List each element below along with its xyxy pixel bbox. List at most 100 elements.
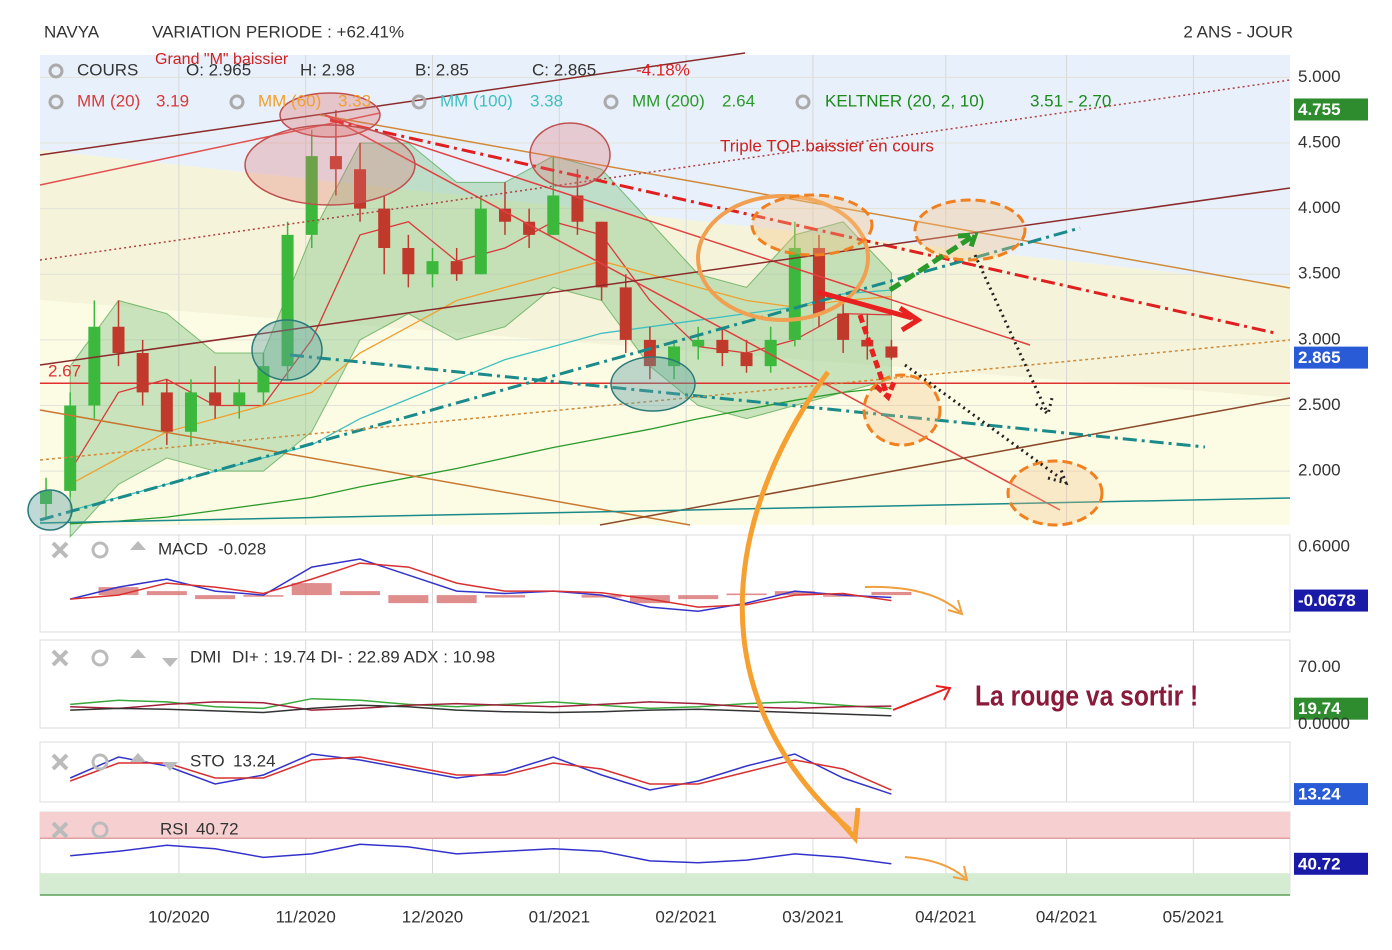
y-tick-label: 3.000 (1298, 329, 1341, 348)
arrow (888, 232, 979, 293)
y-tick-label: 3.500 (1298, 264, 1341, 283)
histogram-bar (436, 595, 477, 604)
variation: VARIATION PERIODE : +62.41% (152, 22, 404, 41)
indicator-tag: 13.24 (1298, 785, 1341, 804)
x-tick-label: 03/2021 (782, 907, 843, 926)
candle-body (764, 339, 777, 367)
candle-body (378, 208, 391, 248)
candle-body (812, 247, 825, 314)
candle-body (619, 287, 632, 340)
gear-icon[interactable] (229, 94, 245, 110)
trend-line (39, 52, 746, 156)
gear-icon[interactable] (48, 94, 64, 110)
symbol: NAVYA (44, 22, 100, 41)
move-icon[interactable] (162, 658, 178, 667)
y-tick-label: 2.500 (1298, 395, 1341, 414)
indicator-line (70, 704, 892, 717)
gear-icon (795, 94, 811, 110)
move-icon[interactable] (130, 753, 146, 762)
y-tick-label: 2.000 (1298, 461, 1341, 480)
backgrounds (39, 55, 1291, 896)
annotation: La rouge va sortir ! (975, 680, 1198, 712)
dmi-panel (39, 639, 1291, 729)
indicator-title: MACD (158, 539, 208, 558)
histogram-bar (146, 591, 187, 596)
close-icon[interactable] (51, 541, 69, 559)
annotation: Grand "M" baissier (155, 51, 289, 68)
level-label: 2.67 (48, 362, 81, 381)
trend-line (319, 114, 1291, 289)
histogram-bar (871, 591, 912, 596)
gear-icon[interactable] (91, 649, 109, 667)
candle-body (233, 392, 246, 406)
highlight (529, 122, 611, 188)
highlight (251, 319, 323, 381)
candle-body (885, 346, 898, 358)
y-tick-label: 0.6000 (1298, 537, 1350, 556)
legend-name: MM (100) (440, 91, 513, 110)
indicator-line (69, 756, 892, 791)
gear-icon[interactable] (91, 541, 109, 559)
candle-body (571, 195, 584, 222)
x-tick-label: 12/2020 (402, 907, 463, 926)
histogram-bar (195, 595, 236, 600)
candle-body (209, 392, 222, 406)
indicator-values: DI+ : 19.74 DI- : 22.89 ADX : 10.98 (232, 647, 495, 666)
candle-body (402, 247, 415, 275)
candle-body (354, 169, 367, 209)
price-tag: 4.755 (1298, 100, 1341, 119)
candle-body (40, 490, 53, 504)
candle-body (523, 221, 536, 235)
candle-body (740, 353, 753, 367)
arrow (739, 370, 861, 844)
indicator-line (70, 558, 892, 612)
y-tick-label: 4.000 (1298, 198, 1341, 217)
arrow (973, 254, 1054, 417)
labels: NAVYA VARIATION PERIODE : +62.41% 2 ANS … (44, 22, 1356, 926)
candle-body (837, 313, 850, 340)
candle-body (329, 156, 342, 170)
legend-value: 3.19 (156, 91, 189, 110)
price-tag-bg (1294, 346, 1368, 369)
candle-body (160, 392, 173, 432)
close-icon[interactable] (51, 753, 69, 771)
indicator-tag-bg (1294, 697, 1368, 720)
x-tick-label: 02/2021 (655, 907, 716, 926)
move-icon[interactable] (130, 541, 146, 550)
target (913, 198, 1027, 262)
gear-icon[interactable] (603, 94, 619, 110)
gear-icon[interactable] (91, 753, 109, 771)
candle-body (136, 353, 149, 393)
gear-icon[interactable] (411, 94, 427, 110)
histogram-bar (388, 595, 429, 604)
trend-line (39, 339, 1291, 461)
sto-panel (39, 741, 1291, 803)
y-tick-label: 5.000 (1298, 67, 1341, 86)
candle-body (112, 326, 125, 354)
moving-average (70, 386, 892, 525)
close-icon[interactable] (51, 649, 69, 667)
candle-body (281, 234, 294, 367)
move-icon[interactable] (162, 762, 178, 771)
highlight (696, 194, 870, 322)
gear-icon[interactable] (91, 821, 109, 839)
arrow (904, 856, 969, 882)
move-icon[interactable] (130, 649, 146, 658)
x-tick-label: 10/2020 (148, 907, 209, 926)
histogram-bar (823, 595, 864, 597)
close-icon[interactable] (51, 821, 69, 839)
quote-low: B: 2.85 (415, 60, 469, 79)
indicator-value: -0.028 (218, 539, 266, 558)
legend-name: MM (20) (77, 91, 140, 110)
candle-body (595, 221, 608, 288)
indicator-line (70, 697, 892, 710)
candle-body (426, 261, 439, 275)
candle-body (788, 247, 801, 340)
indicator-tag: 19.74 (1298, 699, 1341, 718)
legend-name: KELTNER (20, 2, 10) (825, 91, 984, 110)
trend-line (39, 409, 691, 526)
plot-layer (40, 55, 1368, 896)
gear-icon[interactable] (48, 63, 64, 79)
indicator-title: RSI (160, 819, 188, 838)
